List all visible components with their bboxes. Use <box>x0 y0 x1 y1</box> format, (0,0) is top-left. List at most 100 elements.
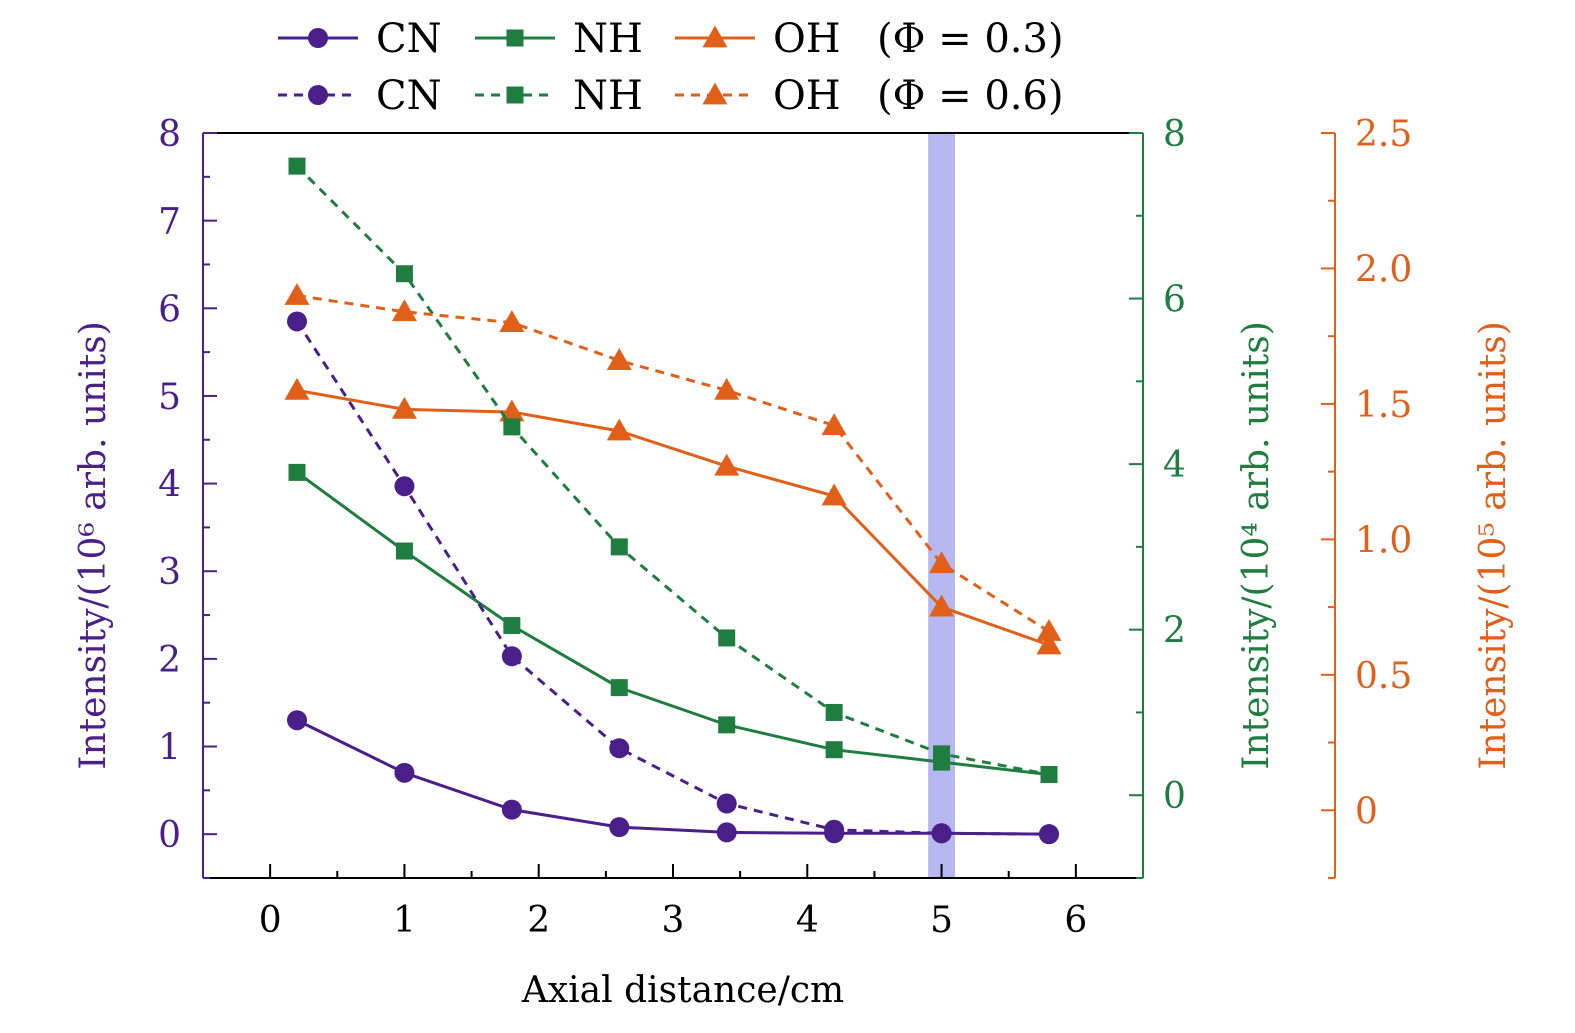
data-point <box>606 348 632 370</box>
data-point <box>1036 618 1062 641</box>
data-point <box>718 629 736 647</box>
data-point <box>824 819 845 840</box>
series-layer <box>284 157 1062 845</box>
data-point <box>395 542 413 560</box>
legend-marker <box>308 28 328 48</box>
data-point <box>288 463 306 481</box>
oh-tick-label: 0.5 <box>1355 656 1412 697</box>
data-point <box>929 594 955 617</box>
cn-tick-label: 7 <box>158 202 181 243</box>
data-point <box>1036 632 1062 655</box>
cn-tick-label: 2 <box>158 640 181 681</box>
legend-entry-nh-dashed: NH <box>475 73 643 119</box>
data-point <box>394 476 415 497</box>
data-point <box>391 396 417 419</box>
data-point <box>716 822 737 843</box>
legend-marker <box>308 85 328 105</box>
x-tick-label: 5 <box>930 900 953 941</box>
series-oh-dashed <box>284 283 1062 641</box>
legend-label: NH <box>573 73 643 119</box>
series-nh-dashed <box>288 157 1058 784</box>
oh-tick-label: 1.0 <box>1355 520 1412 561</box>
x-tick-label: 1 <box>393 900 416 941</box>
series-line <box>296 294 1050 633</box>
data-point <box>287 311 307 332</box>
data-point <box>931 823 952 844</box>
legend-phi-label: (Φ = 0.3) <box>877 16 1064 62</box>
data-point <box>391 299 417 322</box>
data-point <box>501 799 522 820</box>
cn-tick-label: 6 <box>158 289 181 330</box>
cn-tick-label: 4 <box>158 465 181 506</box>
x-axis-title: Axial distance/cm <box>521 970 844 1011</box>
oh-tick-label: 0 <box>1355 791 1378 832</box>
nh-axis-title: Intensity/(10⁴ arb. units) <box>1236 321 1277 770</box>
series-cn-dashed <box>287 311 1059 845</box>
nh-tick-label: 6 <box>1163 280 1186 321</box>
data-point <box>288 157 306 175</box>
nh-tick-label: 2 <box>1163 611 1186 652</box>
data-point <box>714 453 740 476</box>
data-point <box>825 703 843 721</box>
data-point <box>499 310 525 333</box>
axes-layer: 0 1 2 3 4 5 6 Axial distance/cm 0 1 2 3 4 5 6 7 8 Intensi… <box>73 114 1514 1011</box>
data-point <box>714 377 740 400</box>
x-tick-label: 6 <box>1064 900 1087 941</box>
legend-label: CN <box>376 16 442 62</box>
data-point <box>501 646 522 667</box>
oh-axis-title: Intensity/(10⁵ arb. units) <box>1473 321 1514 770</box>
legend-entry-oh-solid: OH <box>675 16 841 62</box>
data-point <box>284 283 310 305</box>
nh-tick-label: 0 <box>1163 776 1186 817</box>
data-point <box>718 716 736 734</box>
legend-label: OH <box>773 73 841 119</box>
legend-entry-cn-solid: CN <box>278 16 442 62</box>
cn-tick-label: 0 <box>158 815 181 856</box>
series-line <box>296 388 1050 647</box>
data-point <box>284 377 310 400</box>
legend-phi-label: (Φ = 0.6) <box>877 73 1064 119</box>
data-point <box>394 762 415 783</box>
data-point <box>933 745 951 763</box>
data-point <box>716 793 737 814</box>
legend-marker <box>702 25 728 48</box>
x-tick-label: 3 <box>662 900 685 941</box>
data-point <box>610 538 628 556</box>
nh-tick-label: 8 <box>1163 114 1186 155</box>
data-point <box>825 741 843 759</box>
data-point <box>609 738 630 759</box>
oh-tick-label: 2.5 <box>1355 114 1412 155</box>
data-point <box>821 413 847 435</box>
legend-marker <box>506 29 524 47</box>
data-point <box>1039 824 1059 845</box>
data-point <box>929 551 955 574</box>
data-point <box>503 617 521 635</box>
legend-entry-oh-dashed: OH <box>675 73 841 119</box>
data-point <box>821 483 847 506</box>
series-line <box>295 165 1050 777</box>
legend-label: OH <box>773 16 841 62</box>
series-line <box>296 471 1050 777</box>
legend-marker <box>702 82 728 105</box>
cn-tick-label: 5 <box>158 377 181 418</box>
cn-tick-label: 8 <box>158 114 181 155</box>
legend-marker <box>506 86 524 104</box>
legend-entry-cn-dashed: CN <box>278 73 442 119</box>
oh-tick-label: 1.5 <box>1355 385 1412 426</box>
cn-axis-title: Intensity/(10⁶ arb. units) <box>73 321 114 770</box>
series-line <box>295 320 1050 836</box>
data-point <box>395 265 413 283</box>
x-tick-label: 2 <box>527 900 550 941</box>
data-point <box>610 679 628 697</box>
nh-tick-label: 4 <box>1163 445 1186 486</box>
cn-tick-label: 1 <box>158 728 181 769</box>
series-line <box>296 718 1050 836</box>
oh-tick-label: 2.0 <box>1355 249 1412 290</box>
legend-label: CN <box>376 73 442 119</box>
legend-label: NH <box>573 16 643 62</box>
x-tick-label: 4 <box>796 900 819 941</box>
cn-tick-label: 3 <box>158 552 181 593</box>
data-point <box>503 418 521 436</box>
legend-entry-nh-solid: NH <box>475 16 643 62</box>
